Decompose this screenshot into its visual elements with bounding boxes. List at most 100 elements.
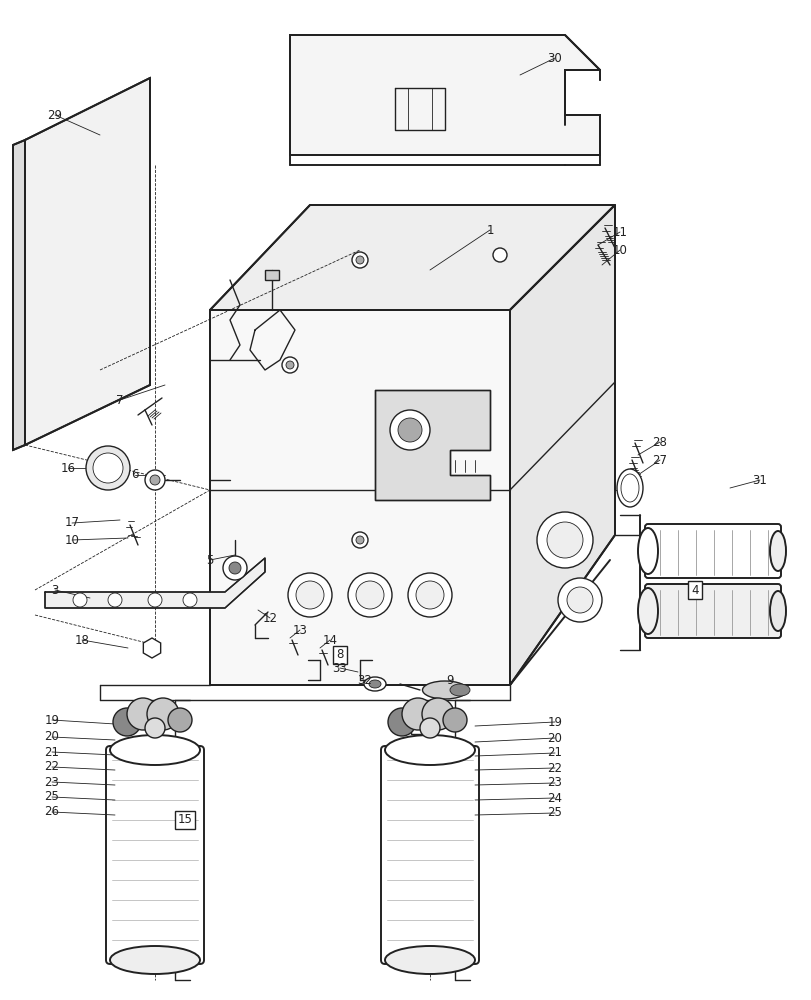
Text: 22: 22 <box>547 762 562 774</box>
Circle shape <box>415 581 444 609</box>
Circle shape <box>557 578 601 622</box>
Text: 33: 33 <box>333 662 347 674</box>
Ellipse shape <box>384 946 474 974</box>
Text: 2: 2 <box>414 718 421 731</box>
Text: 19: 19 <box>45 713 59 726</box>
Text: 21: 21 <box>45 745 59 758</box>
Polygon shape <box>210 310 509 685</box>
Circle shape <box>397 418 422 442</box>
Ellipse shape <box>109 735 200 765</box>
Text: 14: 14 <box>322 634 337 646</box>
Circle shape <box>113 708 141 736</box>
Text: 27: 27 <box>652 454 667 466</box>
Circle shape <box>281 357 298 373</box>
Ellipse shape <box>616 469 642 507</box>
Text: 8: 8 <box>336 648 343 662</box>
Ellipse shape <box>384 735 474 765</box>
Circle shape <box>86 446 130 490</box>
Circle shape <box>229 562 241 574</box>
Circle shape <box>443 708 466 732</box>
Text: 19: 19 <box>547 715 562 728</box>
Circle shape <box>150 475 160 485</box>
FancyBboxPatch shape <box>380 746 478 964</box>
Ellipse shape <box>769 531 785 571</box>
Text: 16: 16 <box>61 462 75 475</box>
Circle shape <box>145 470 165 490</box>
Ellipse shape <box>637 528 657 574</box>
Circle shape <box>127 698 159 730</box>
Ellipse shape <box>422 681 467 699</box>
FancyBboxPatch shape <box>106 746 204 964</box>
Text: 21: 21 <box>547 746 562 760</box>
Ellipse shape <box>109 946 200 974</box>
Polygon shape <box>25 78 150 445</box>
Circle shape <box>168 708 191 732</box>
Circle shape <box>108 593 122 607</box>
Text: 15: 15 <box>178 813 192 826</box>
Text: 1: 1 <box>486 224 493 237</box>
Text: 18: 18 <box>75 634 89 646</box>
Text: 6: 6 <box>131 468 139 482</box>
Ellipse shape <box>637 588 657 634</box>
Ellipse shape <box>769 591 785 631</box>
Circle shape <box>401 698 433 730</box>
Circle shape <box>355 536 363 544</box>
Text: 7: 7 <box>116 393 123 406</box>
Circle shape <box>147 698 178 730</box>
Text: 24: 24 <box>547 791 562 804</box>
Text: 26: 26 <box>45 805 59 818</box>
Circle shape <box>566 587 592 613</box>
Text: 23: 23 <box>547 776 562 790</box>
Circle shape <box>422 698 453 730</box>
Circle shape <box>148 593 162 607</box>
Text: 31: 31 <box>752 474 766 487</box>
Text: 9: 9 <box>446 674 453 686</box>
Text: 12: 12 <box>262 611 277 624</box>
Text: 32: 32 <box>357 674 372 686</box>
Ellipse shape <box>620 474 638 502</box>
Circle shape <box>296 581 324 609</box>
Circle shape <box>355 581 384 609</box>
Polygon shape <box>210 205 614 310</box>
Ellipse shape <box>363 677 385 691</box>
Circle shape <box>348 573 392 617</box>
Circle shape <box>536 512 592 568</box>
Text: 22: 22 <box>45 760 59 774</box>
Circle shape <box>492 248 506 262</box>
Circle shape <box>419 718 440 738</box>
Polygon shape <box>290 35 599 155</box>
Text: 3: 3 <box>51 584 58 596</box>
Text: 4: 4 <box>690 584 698 596</box>
Circle shape <box>355 256 363 264</box>
Text: 10: 10 <box>65 534 79 546</box>
Text: 20: 20 <box>547 731 562 744</box>
Text: 11: 11 <box>611 226 627 239</box>
Text: 23: 23 <box>45 776 59 788</box>
Text: 28: 28 <box>652 436 667 448</box>
Ellipse shape <box>368 680 380 688</box>
Bar <box>264 270 279 280</box>
Circle shape <box>351 532 367 548</box>
Ellipse shape <box>449 684 470 696</box>
Text: 25: 25 <box>45 790 59 803</box>
FancyBboxPatch shape <box>644 524 780 578</box>
Text: 13: 13 <box>292 624 307 636</box>
Polygon shape <box>509 205 614 685</box>
Polygon shape <box>375 390 489 500</box>
Text: 5: 5 <box>206 554 213 566</box>
Circle shape <box>93 453 122 483</box>
Circle shape <box>389 410 430 450</box>
FancyBboxPatch shape <box>644 584 780 638</box>
Circle shape <box>388 708 415 736</box>
Text: 29: 29 <box>47 109 62 122</box>
Polygon shape <box>45 558 264 608</box>
Circle shape <box>182 593 197 607</box>
Text: 17: 17 <box>64 516 79 530</box>
Circle shape <box>223 556 247 580</box>
Circle shape <box>285 361 294 369</box>
Text: 20: 20 <box>45 730 59 743</box>
Circle shape <box>73 593 87 607</box>
Text: 10: 10 <box>611 243 627 256</box>
Text: 25: 25 <box>547 806 562 819</box>
Circle shape <box>351 252 367 268</box>
